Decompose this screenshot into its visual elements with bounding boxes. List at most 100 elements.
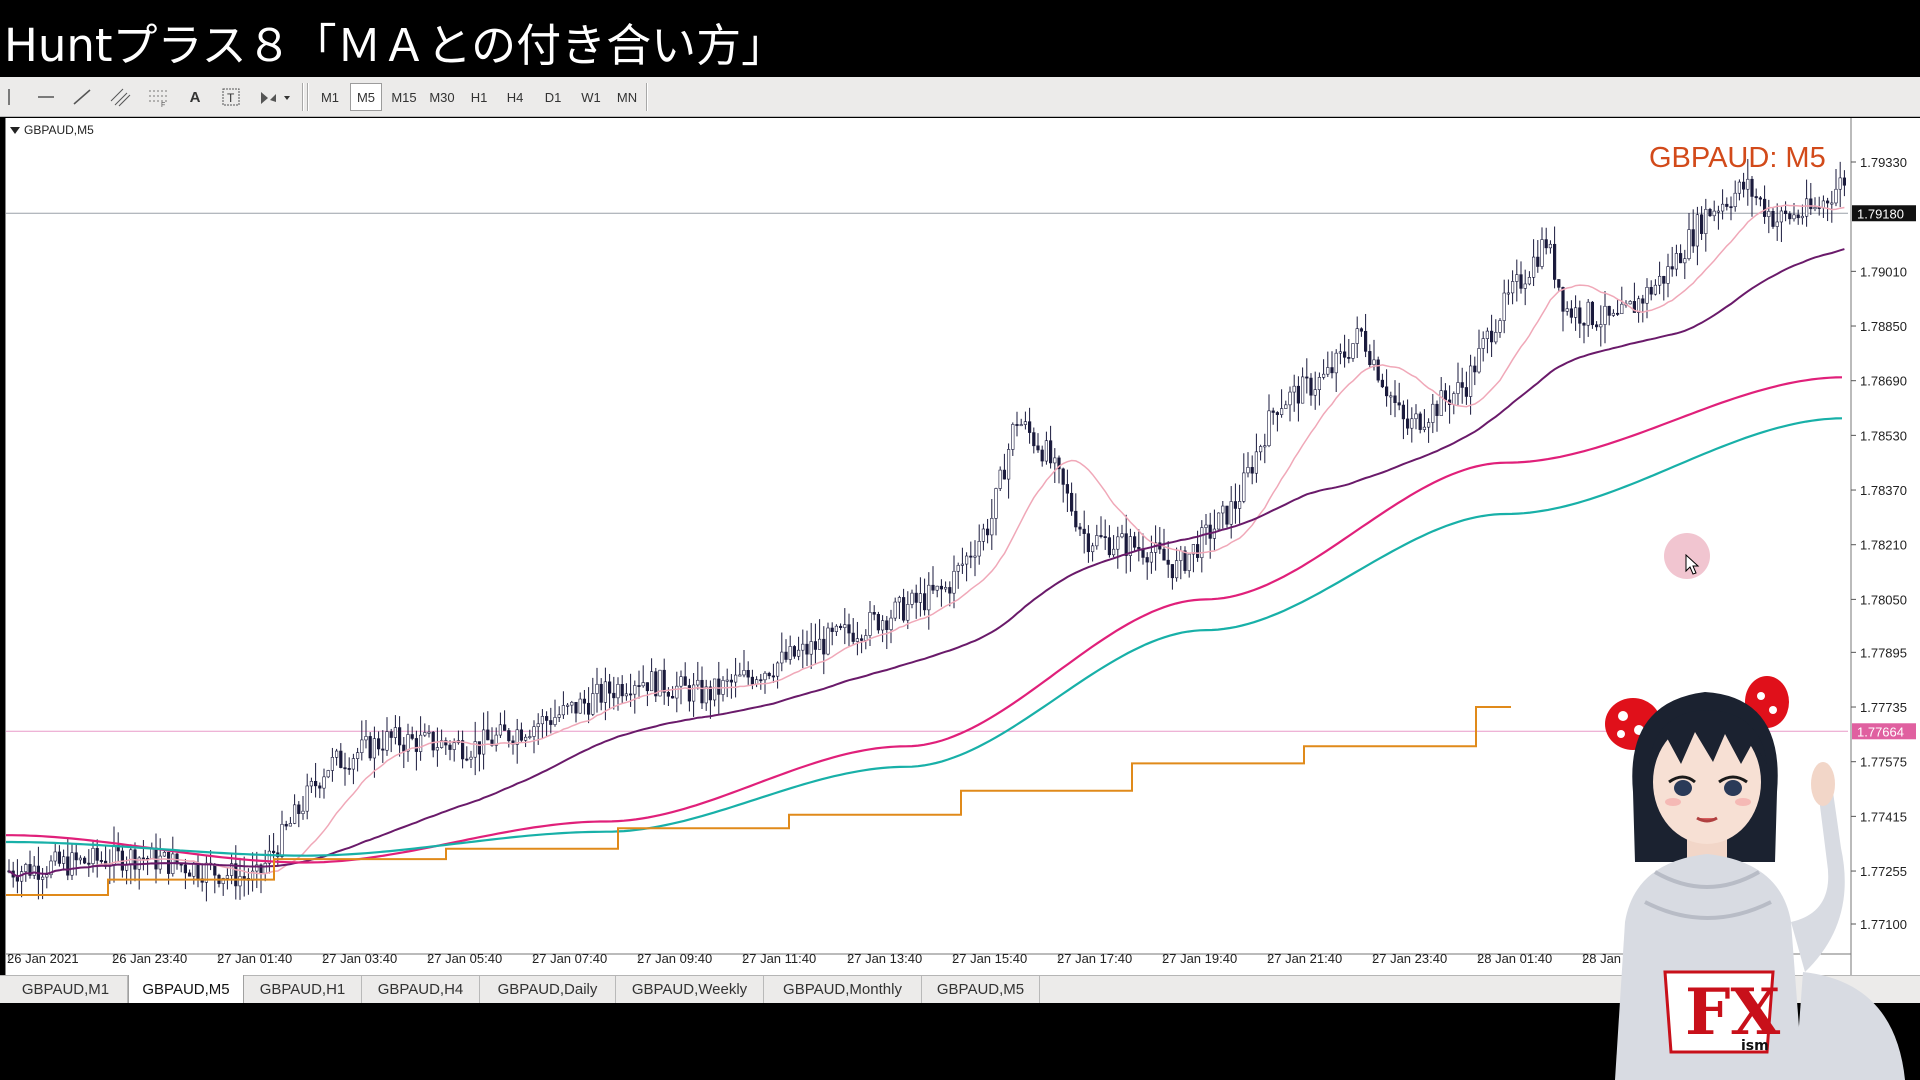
svg-text:T: T — [227, 91, 235, 105]
candle-body — [599, 683, 603, 703]
candle-body — [376, 738, 381, 750]
tab-gbpaud-m5-second[interactable]: GBPAUD,M5 — [922, 976, 1040, 1003]
candle-body — [1620, 303, 1624, 315]
candle-body — [1082, 528, 1086, 534]
candle-body — [1103, 536, 1107, 539]
text-label-tool[interactable]: T — [216, 83, 246, 111]
equidistant-channel-tool[interactable] — [104, 83, 136, 111]
timeframe-m30-button[interactable]: M30 — [429, 89, 455, 105]
timeframe-m15-button[interactable]: M15 — [391, 89, 417, 105]
candle-body — [805, 643, 809, 655]
candle-body — [1162, 548, 1166, 561]
candle-body — [708, 686, 712, 701]
candle-body — [746, 670, 750, 678]
candle-body — [624, 693, 628, 697]
candle-body — [1364, 330, 1368, 352]
candle-body — [183, 864, 188, 874]
bid-price-tag-text: 1.79180 — [1857, 206, 1904, 221]
timeframe-h1-button[interactable]: H1 — [470, 89, 488, 105]
chart-canvas[interactable]: 1.79330 1.79010 1.78850 1.78690 1.78530 1.783… — [6, 118, 1920, 975]
candle-body — [565, 704, 570, 707]
timeframe-w1-button[interactable]: W1 — [581, 89, 601, 105]
tab-gbpaud-h4[interactable]: GBPAUD,H4 — [362, 976, 480, 1003]
tab-gbpaud-daily[interactable]: GBPAUD,Daily — [480, 976, 616, 1003]
candle-body — [1301, 376, 1305, 404]
candle-body — [1183, 550, 1187, 571]
candle-body — [1179, 550, 1183, 561]
candle-body — [1641, 298, 1645, 304]
timeframe-h4-button[interactable]: H4 — [506, 89, 524, 105]
tab-gbpaud-m1[interactable]: GBPAUD,M1 — [4, 976, 128, 1003]
candle-body — [389, 731, 393, 738]
candle-body — [922, 593, 927, 611]
avatar-badge-text: FX — [1685, 975, 1780, 1050]
tab-gbpaud-weekly[interactable]: GBPAUD,Weekly — [616, 976, 764, 1003]
time-label: 27 Jan 07:40 — [532, 951, 607, 966]
candle-body — [750, 676, 754, 685]
candle-body — [1385, 386, 1389, 397]
candle-body — [1695, 214, 1699, 247]
candle-body — [595, 683, 599, 694]
candle-body — [1595, 324, 1599, 328]
candle-body — [322, 776, 326, 789]
candle-body — [519, 729, 523, 741]
candle-body — [99, 860, 103, 862]
candle-body — [662, 669, 666, 693]
vertical-line-tool[interactable] — [2, 83, 16, 111]
candle-body — [523, 736, 528, 741]
trendline-tool[interactable] — [66, 83, 98, 111]
candle-body — [360, 739, 364, 753]
avatar-badge-sub: ism — [1741, 1038, 1769, 1054]
candle-body — [1452, 393, 1456, 405]
candle-body — [334, 750, 339, 758]
candle-body — [1250, 467, 1254, 474]
candle-body — [292, 804, 297, 824]
candle-body — [1322, 373, 1326, 378]
tab-gbpaud-monthly[interactable]: GBPAUD,Monthly — [764, 976, 922, 1003]
text-tool[interactable]: A — [180, 83, 210, 111]
candle-body — [1401, 404, 1405, 420]
candle-body — [1170, 564, 1174, 579]
timeframe-m1-button[interactable]: M1 — [320, 89, 340, 105]
candle-body — [549, 720, 553, 725]
candle-body — [943, 587, 948, 590]
timeframe-m5-button[interactable]: M5 — [350, 83, 382, 111]
time-label: 27 Jan 13:40 — [847, 951, 922, 966]
candle-body — [767, 672, 771, 677]
tab-gbpaud-h1[interactable]: GBPAUD,H1 — [244, 976, 362, 1003]
time-label: 27 Jan 03:40 — [322, 951, 397, 966]
fibonacci-tool[interactable]: F — [142, 83, 174, 111]
time-label: 27 Jan 11:40 — [742, 951, 816, 966]
tab-gbpaud-m5[interactable]: GBPAUD,M5 — [128, 975, 244, 1004]
price-chart[interactable]: 1.79330 1.79010 1.78850 1.78690 1.78530 1.783… — [5, 118, 1920, 975]
arrows-dropdown-tool[interactable] — [254, 83, 296, 111]
candle-body — [1116, 536, 1120, 550]
candle-body — [553, 717, 557, 725]
candle-body — [1061, 468, 1065, 485]
candle-body — [872, 612, 876, 615]
candle-body — [1221, 505, 1225, 514]
candle-body — [1481, 338, 1485, 349]
timeframe-d1-button[interactable]: D1 — [544, 89, 562, 105]
candle-body — [1317, 377, 1321, 390]
candle-body — [263, 862, 267, 874]
candle-body — [473, 741, 477, 758]
candle-body — [1296, 385, 1300, 404]
candle-body — [469, 756, 473, 760]
candle-body — [83, 857, 87, 864]
candle-body — [1838, 177, 1842, 190]
candle-body — [1737, 181, 1741, 194]
candle-body — [1511, 281, 1515, 294]
candle-body — [809, 641, 813, 655]
candle-body — [1578, 307, 1582, 324]
fibonacci-icon: F — [149, 90, 167, 107]
candle-body — [990, 518, 994, 536]
candle-body — [141, 857, 146, 860]
candle-body — [691, 684, 696, 702]
timeframe-mn-button[interactable]: MN — [616, 89, 638, 105]
candle-body — [738, 674, 742, 677]
horizontal-line-tool[interactable] — [30, 83, 62, 111]
candle-body — [381, 748, 385, 751]
candle-body — [612, 692, 616, 699]
candle-body — [61, 856, 66, 864]
